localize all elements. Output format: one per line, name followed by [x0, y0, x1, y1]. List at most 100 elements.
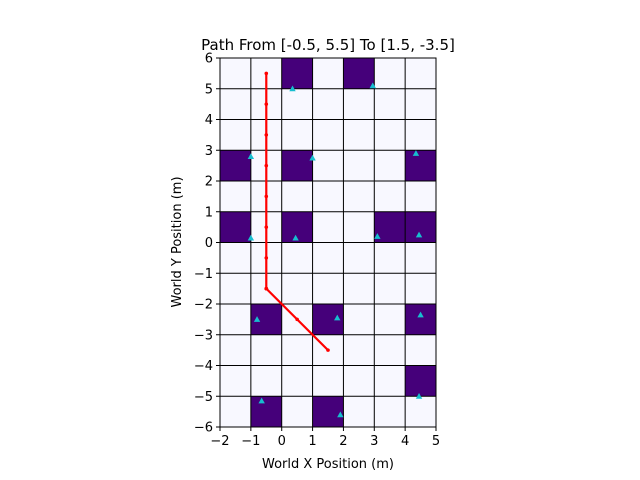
free-cell [220, 242, 251, 274]
free-cell [405, 396, 436, 427]
x-tick-label: 0 [278, 434, 286, 449]
occupied-cell [220, 150, 251, 181]
free-cell [312, 88, 344, 120]
path-point [264, 256, 269, 260]
x-tick-label: 3 [370, 434, 378, 449]
free-cell [312, 273, 344, 304]
path-point [264, 133, 269, 137]
free-cell [220, 334, 251, 366]
landmark-marker [247, 234, 255, 241]
y-tick-label: −2 [194, 298, 213, 313]
y-axis-label: World Y Position (m) [170, 176, 185, 307]
free-cell [312, 242, 344, 274]
free-cell [405, 273, 436, 304]
free-cell [405, 181, 436, 212]
x-tick-label: −2 [210, 434, 229, 449]
occupied-cell [312, 396, 344, 427]
free-cell [343, 396, 375, 427]
free-cell [220, 365, 251, 397]
landmark-marker [415, 231, 423, 238]
free-cell [374, 88, 406, 120]
free-cell [374, 273, 406, 304]
occupied-cell [281, 150, 313, 181]
free-cell [281, 365, 313, 397]
free-cell [220, 119, 251, 151]
occupied-cell [405, 150, 436, 181]
free-cell [343, 304, 375, 335]
free-cell [281, 88, 313, 120]
free-cell [220, 396, 251, 427]
x-tick-label: 2 [339, 434, 347, 449]
landmark-marker [337, 411, 344, 418]
path-point [264, 102, 269, 106]
landmark-marker [412, 150, 420, 156]
landmark-marker [253, 316, 261, 322]
free-cell [343, 365, 375, 397]
path-point [264, 225, 269, 229]
x-tick-label: 1 [308, 434, 316, 449]
y-tick-label: −4 [194, 359, 213, 374]
grid-cells [220, 58, 436, 427]
path-point [264, 71, 269, 76]
landmark-marker [417, 311, 424, 318]
axis-ticks: −2 −1 0 1 2 3 4 5 −6 −5 −4 −3 −2 −1 0 1 2 3 4 5 6 [194, 52, 440, 450]
occupied-cell [405, 365, 436, 397]
free-cell [312, 181, 344, 212]
free-cell [281, 242, 313, 274]
path-point [326, 348, 330, 352]
free-cell [312, 365, 344, 397]
occupied-cell [281, 58, 313, 89]
free-cell [220, 58, 251, 89]
free-cell [343, 273, 375, 304]
free-cell [374, 334, 406, 366]
free-cell [343, 211, 375, 243]
free-cell [343, 242, 375, 274]
free-cell [374, 304, 406, 335]
occupied-cell [250, 396, 282, 427]
chart-title: Path From [-0.5, 5.5] To [1.5, -3.5] [201, 36, 455, 54]
y-tick-label: −5 [194, 390, 213, 405]
free-cell [220, 88, 251, 120]
landmark-marker [309, 154, 316, 161]
occupied-cell [343, 58, 375, 89]
occupied-cell [405, 304, 436, 335]
y-tick-label: 3 [205, 144, 213, 159]
y-tick-label: 1 [205, 205, 213, 220]
free-cell [312, 211, 344, 243]
path-point [295, 317, 299, 322]
landmark-marker [369, 82, 376, 89]
free-cell [281, 181, 313, 212]
free-cell [374, 58, 406, 89]
occupied-cell [405, 211, 436, 243]
occupied-cell [220, 211, 251, 243]
free-cell [220, 273, 251, 304]
free-cell [374, 365, 406, 397]
free-cell [281, 334, 313, 366]
y-tick-label: 6 [205, 52, 213, 67]
free-cell [374, 181, 406, 212]
free-cell [374, 396, 406, 427]
free-cell [250, 334, 282, 366]
free-cell [374, 119, 406, 151]
free-cell [312, 150, 344, 181]
landmark-marker [374, 233, 381, 239]
free-cell [343, 119, 375, 151]
landmark-marker [415, 393, 423, 399]
path-layer [264, 71, 330, 352]
y-tick-label: 0 [205, 236, 213, 251]
y-tick-label: 4 [205, 113, 213, 128]
y-tick-label: 5 [205, 82, 213, 97]
y-tick-label: −1 [194, 267, 213, 282]
free-cell [405, 58, 436, 89]
free-cell [374, 242, 406, 274]
free-cell [220, 304, 251, 335]
x-tick-label: −1 [241, 434, 260, 449]
path-line [265, 73, 329, 351]
free-cell [405, 119, 436, 151]
landmark-marker [334, 314, 341, 321]
landmark-marker [289, 85, 296, 92]
free-cell [312, 119, 344, 151]
path-point [264, 194, 269, 199]
